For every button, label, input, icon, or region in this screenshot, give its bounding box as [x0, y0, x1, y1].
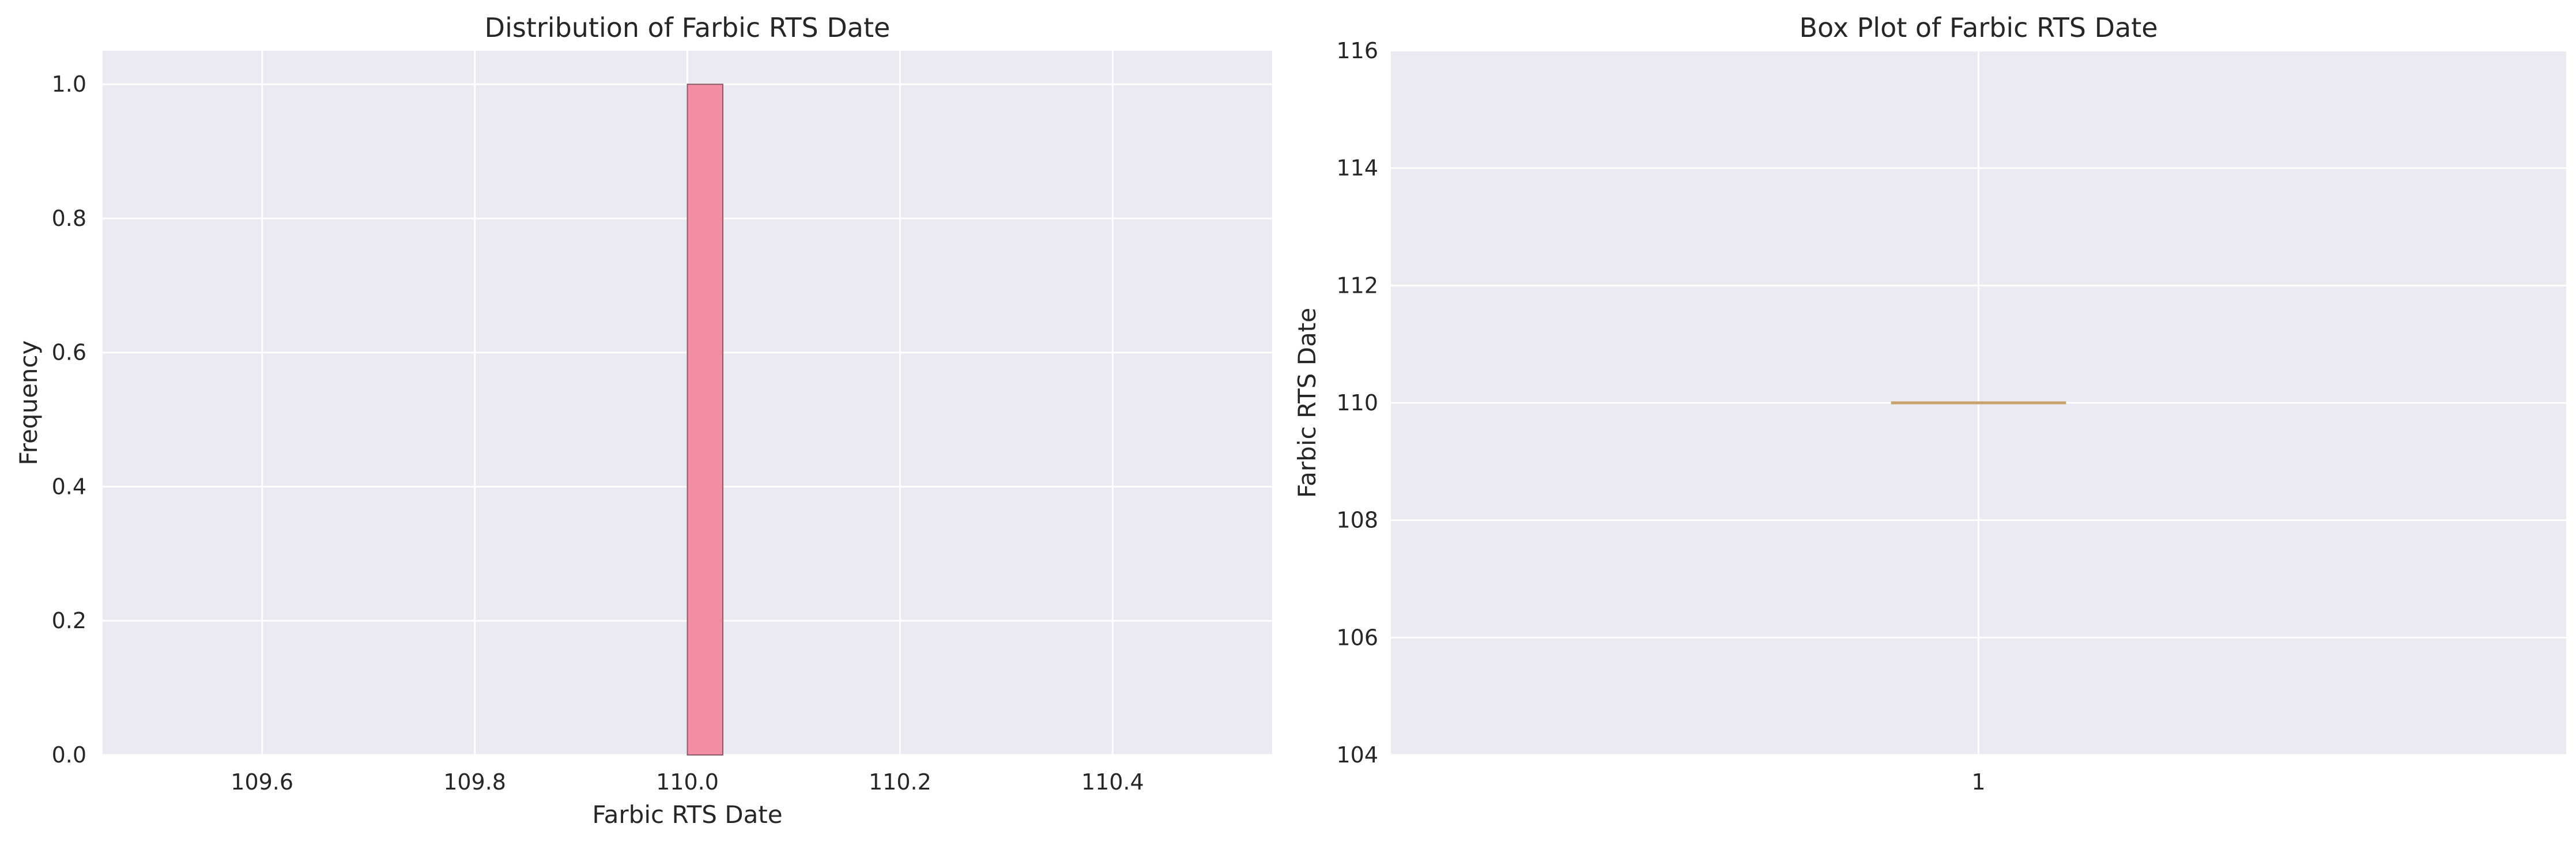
boxplot-y-tick-label: 112	[1336, 273, 1378, 298]
boxplot-y-axis-label: Farbic RTS Date	[1293, 308, 1321, 498]
histogram-y-ticks: 0.0 0.2 0.4 0.6 0.8 1.0	[52, 71, 86, 768]
histogram-x-tick-label: 109.6	[231, 769, 293, 795]
histogram-x-tick-label: 110.4	[1081, 769, 1144, 795]
boxplot-y-tick-label: 116	[1336, 38, 1378, 63]
boxplot-y-tick-label: 108	[1336, 508, 1378, 533]
boxplot-x-ticks: 1	[1971, 769, 1985, 795]
boxplot-y-tick-label: 104	[1336, 742, 1378, 768]
histogram-x-axis-label: Farbic RTS Date	[592, 800, 782, 829]
histogram-y-tick-label: 1.0	[52, 71, 86, 97]
boxplot-title: Box Plot of Farbic RTS Date	[1799, 12, 2158, 43]
histogram-x-tick-label: 110.0	[656, 769, 719, 795]
histogram-bar	[687, 84, 723, 756]
histogram-title: Distribution of Farbic RTS Date	[485, 12, 891, 43]
histogram-y-tick-label: 0.8	[52, 206, 86, 231]
histogram-y-tick-label: 0.4	[52, 474, 86, 499]
boxplot-x-tick-label: 1	[1971, 769, 1985, 795]
histogram-y-tick-label: 0.2	[52, 608, 86, 633]
histogram-x-ticks: 109.6 109.8 110.0 110.2 110.4	[231, 769, 1144, 795]
boxplot-panel: 1 104 106 108 110 112 114 116 Box Plot of Farb…	[1293, 12, 2566, 795]
boxplot-y-tick-label: 110	[1336, 390, 1378, 416]
boxplot-y-tick-label: 114	[1336, 156, 1378, 181]
histogram-x-tick-label: 110.2	[869, 769, 931, 795]
boxplot-y-ticks: 104 106 108 110 112 114 116	[1336, 38, 1378, 768]
boxplot-y-tick-label: 106	[1336, 625, 1378, 650]
histogram-y-tick-label: 0.6	[52, 340, 86, 365]
histogram-x-tick-label: 109.8	[443, 769, 506, 795]
histogram-y-tick-label: 0.0	[52, 742, 86, 768]
histogram-y-axis-label: Frequency	[14, 341, 43, 466]
histogram-bars	[687, 84, 723, 756]
histogram-panel: 109.6 109.8 110.0 110.2 110.4 0.00.20.40.60.…	[14, 12, 1272, 829]
